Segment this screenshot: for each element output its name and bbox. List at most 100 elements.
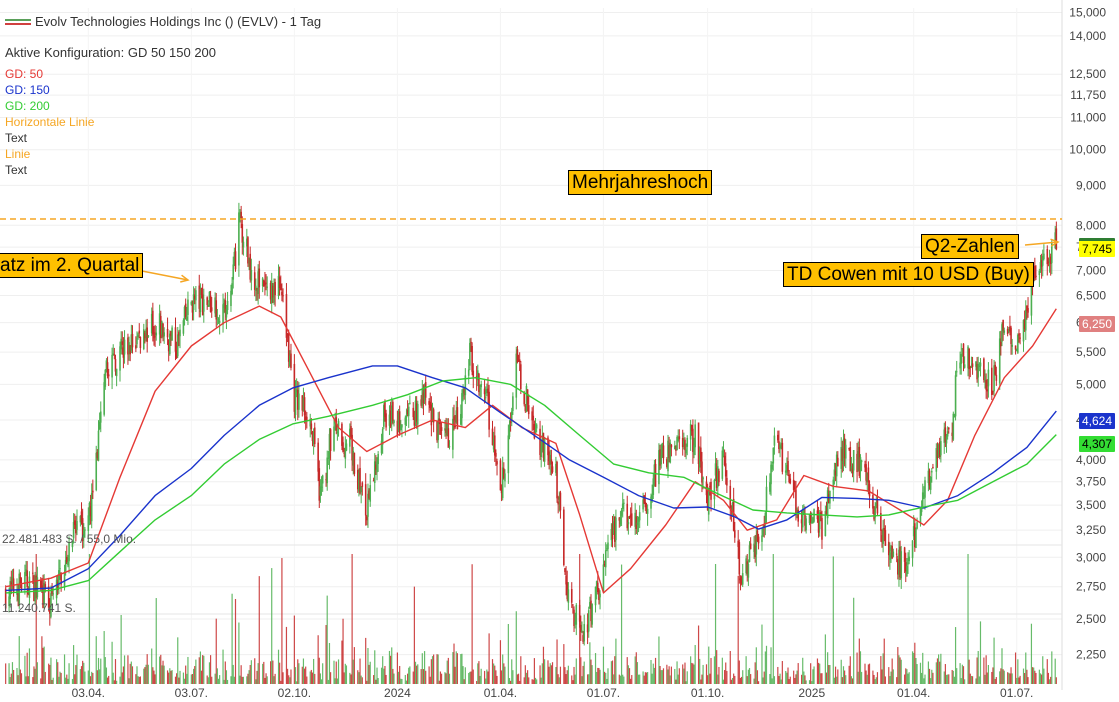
legend-item[interactable]: GD: 50 [5, 67, 44, 81]
candle-body [923, 495, 925, 497]
candle-body [210, 307, 213, 312]
candle-body [824, 511, 827, 536]
candle-body [358, 472, 360, 492]
candle-body [380, 440, 383, 454]
candle-body [678, 436, 681, 440]
candle-body [1023, 319, 1026, 330]
candle-body [567, 589, 570, 603]
candle-body [523, 392, 526, 405]
candle-body [947, 427, 950, 430]
candle-body [1019, 337, 1021, 339]
legend-item[interactable]: Text [5, 163, 28, 177]
candle-body [801, 509, 804, 528]
candle-body [406, 410, 409, 415]
candle-body [543, 437, 546, 462]
candle-body [978, 365, 981, 368]
candle-body [64, 559, 67, 571]
arrow-q2 [1024, 241, 1059, 246]
candle-body [462, 389, 464, 397]
candle-body [368, 490, 370, 499]
candle-body [287, 333, 290, 362]
active-config: Aktive Konfiguration: GD 50 150 200 [5, 45, 217, 60]
candle-body [959, 362, 961, 369]
candle-body [884, 530, 887, 546]
arrow-q2-head [1050, 238, 1060, 247]
candle-body [722, 450, 725, 452]
candle-body [206, 297, 208, 305]
y-tick-label: 3,750 [1076, 475, 1106, 489]
candle-body [650, 496, 652, 509]
candle-body [1041, 256, 1044, 266]
candle-body [50, 593, 52, 617]
candle-body [367, 493, 369, 517]
candle-body [857, 450, 860, 471]
candle-body [976, 363, 978, 380]
candle-body [936, 450, 939, 459]
legend-item[interactable]: Text [5, 131, 28, 145]
candle-body [351, 434, 353, 461]
candle-body [961, 348, 964, 350]
legend-item[interactable]: Linie [5, 147, 31, 161]
candle-body [778, 441, 780, 450]
candle-body [183, 306, 186, 320]
candle-body [454, 425, 456, 428]
candle-body [610, 528, 613, 541]
candle-body [240, 211, 242, 220]
candle-body [732, 498, 735, 531]
legend-item[interactable]: Horizontale Linie [5, 115, 95, 129]
candle-body [946, 431, 949, 437]
candle-body [422, 392, 425, 404]
candle-body [638, 512, 641, 521]
price-tag-gd50: 6,250 [1078, 316, 1115, 332]
candle-body [985, 379, 987, 390]
candle-body [803, 509, 805, 513]
candle-body [763, 524, 766, 528]
candle-body [738, 542, 741, 575]
candle-body [389, 410, 392, 427]
candle-body [59, 568, 61, 570]
annotation-td-cowen[interactable]: TD Cowen mit 10 USD (Buy) [783, 262, 1034, 287]
annotation-high[interactable]: Mehrjahreshoch [568, 170, 713, 195]
candle-body [80, 511, 83, 523]
candle-body [694, 424, 696, 448]
candle-body [155, 332, 158, 336]
candle-body [309, 418, 312, 427]
candle-body [690, 424, 693, 432]
candle-body [146, 327, 148, 342]
candle-body [95, 452, 98, 491]
candle-body [84, 529, 86, 531]
candle-body [620, 510, 623, 516]
candle-body [295, 389, 298, 393]
candle-body [872, 494, 874, 509]
candle-body [535, 424, 538, 429]
x-tick-label: 03.07. [175, 686, 208, 700]
candle-body [179, 329, 181, 337]
candle-body [8, 596, 10, 606]
candle-body [447, 428, 450, 448]
legend-item[interactable]: GD: 200 [5, 99, 50, 113]
candle-body [851, 468, 854, 474]
candle-body [153, 332, 155, 339]
annotation-q2[interactable]: Q2-Zahlen [921, 234, 1019, 259]
candle-body [1039, 262, 1042, 270]
candle-body [644, 502, 647, 508]
candle-body [748, 545, 751, 562]
candle-body [209, 295, 212, 313]
candle-body [480, 383, 482, 388]
candle-body [621, 503, 624, 509]
annotation-quarter[interactable]: atz im 2. Quartal [0, 253, 144, 278]
candle-body [844, 444, 847, 459]
candle-body [320, 486, 323, 488]
legend-item[interactable]: GD: 150 [5, 83, 50, 97]
candle-body [448, 446, 451, 448]
candle-body [238, 212, 240, 266]
candle-body [951, 432, 953, 436]
candle-body [1051, 243, 1053, 264]
candle-body [471, 346, 473, 372]
candle-body [11, 576, 14, 583]
candle-body [612, 521, 615, 535]
candle-body [890, 547, 892, 552]
candle-body [376, 461, 378, 473]
candle-body [810, 521, 813, 524]
